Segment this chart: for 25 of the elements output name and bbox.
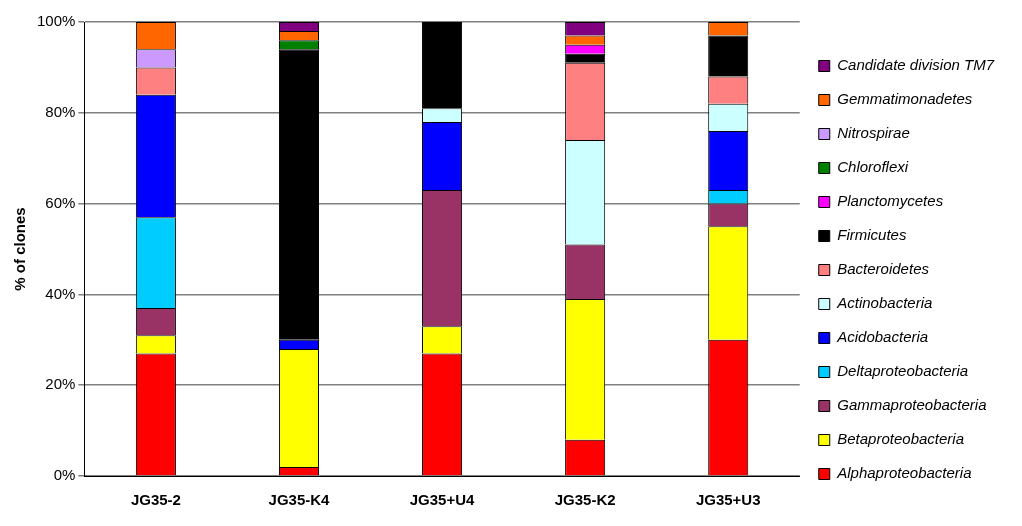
legend-label: Actinobacteria [836,294,933,312]
legend-label: Planctomycetes [837,192,944,210]
legend-label: Betaproteobacteria [837,430,965,448]
y-tick-label: 20% [45,375,76,393]
legend-label: Alphaproteobacteria [836,464,972,482]
legend-label: Acidobacteria [836,328,929,346]
y-tick-label: 60% [45,193,76,211]
legend-label: Candidate division TM7 [837,56,995,74]
legend-label: Gammaproteobacteria [837,396,987,414]
y-tick-label: 100% [36,12,76,30]
x-tick-label: JG35+U4 [409,491,476,509]
legend-label: Chloroflexi [837,158,909,176]
legend-label: Bacteroidetes [837,260,930,278]
legend-label: Gemmatimonadetes [837,90,973,108]
x-tick-label: JG35-2 [130,491,181,509]
x-tick-label: JG35-K2 [554,491,616,509]
legend-label: Firmicutes [837,226,907,244]
y-tick-label: 0% [53,466,76,484]
y-axis-title: % of clones [11,207,29,291]
y-tick-label: 80% [45,102,76,120]
x-tick-label: JG35-K4 [268,491,331,509]
x-tick-label: JG35+U3 [695,491,761,509]
legend-label: Nitrospirae [837,124,910,142]
legend-label: Deltaproteobacteria [837,362,969,380]
y-tick-label: 40% [45,284,76,302]
